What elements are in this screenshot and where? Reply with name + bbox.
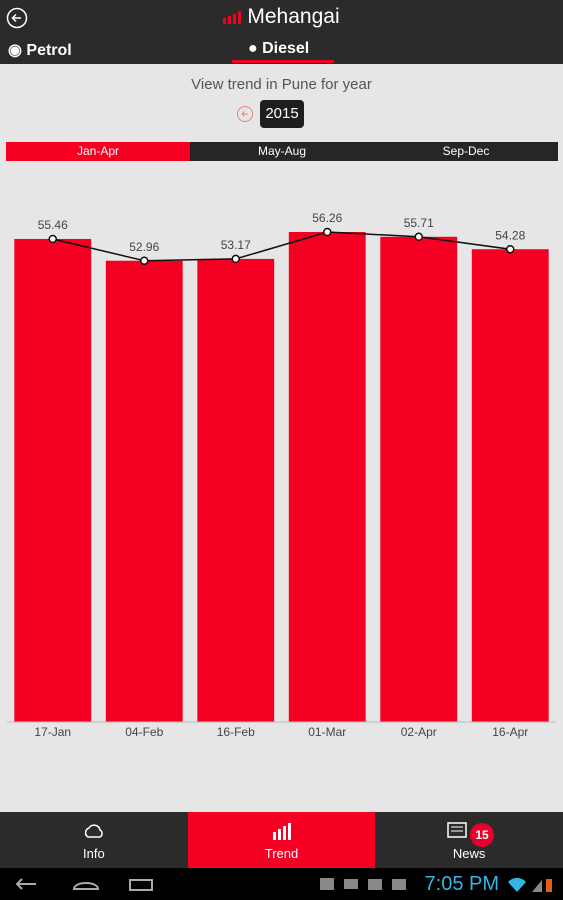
x-tick-label: 01-Mar — [308, 725, 346, 739]
icon — [272, 823, 291, 840]
value-label: 54.28 — [495, 228, 525, 242]
nav-label: News — [452, 846, 486, 861]
year[interactable]: 2015 — [260, 100, 304, 128]
trend-point — [48, 234, 57, 244]
trend-point — [506, 244, 515, 254]
tab-indicator — [232, 60, 334, 63]
title-text: Mehangai — [247, 5, 340, 28]
system-buttons[interactable] — [14, 874, 164, 894]
bar — [197, 258, 275, 722]
trend-point — [414, 232, 423, 242]
bar — [380, 236, 458, 722]
nav-info[interactable]: Info — [0, 812, 188, 868]
status-icons — [320, 878, 406, 890]
bar — [105, 260, 183, 722]
news-badge: 15 — [470, 823, 494, 847]
icon — [447, 822, 468, 838]
bar — [471, 249, 549, 722]
x-tick-label: 02-Apr — [401, 725, 437, 739]
x-tick-label: 16-Feb — [217, 725, 255, 739]
period-tab[interactable]: Jan-Apr — [6, 142, 190, 161]
petrol-tab[interactable]: ◉ Petrol — [8, 42, 72, 59]
prev-year[interactable] — [236, 105, 254, 123]
trend-point — [140, 256, 149, 265]
signal-battery — [508, 877, 552, 892]
value-label: 56.26 — [312, 211, 342, 225]
x-tick-label: 17-Jan — [34, 725, 71, 739]
nav-label: Trend — [264, 846, 299, 861]
trend-point — [323, 227, 332, 237]
nav-label: Info — [82, 846, 105, 861]
logo — [223, 11, 242, 24]
chart: 17-Jan 04-Feb 16-Feb 01-Mar 02-Apr 16-Apr 55.4… — [7, 211, 556, 739]
value-label: 55.46 — [38, 218, 68, 232]
diesel-tab[interactable]: ● Diesel — [248, 40, 310, 57]
x-tick-label: 16-Apr — [492, 725, 528, 739]
back-button[interactable] — [6, 7, 28, 29]
bar — [14, 238, 92, 722]
tab-label: Petrol — [26, 42, 72, 59]
system-bar — [0, 868, 563, 900]
trend-line — [52, 231, 511, 262]
value-label: 53.17 — [221, 238, 251, 252]
nav-news[interactable]: News — [375, 812, 563, 868]
bar — [288, 231, 366, 723]
app-bar: Mehangai ◉ Petrol ● Diesel — [0, 0, 563, 64]
clock: 7:05 PM — [424, 873, 499, 895]
x-tick-label: 04-Feb — [125, 725, 163, 739]
nav-trend[interactable]: Trend — [187, 812, 376, 868]
tab-label: Diesel — [262, 40, 310, 57]
app-title: Mehangai — [0, 5, 563, 29]
bottom-nav: Info Trend News — [0, 812, 563, 868]
prompt: View trend in Pune for year — [191, 76, 372, 93]
trend-point — [231, 254, 240, 264]
icon — [84, 824, 103, 838]
period-tabs: Jan-Apr May-Aug Sep-Dec — [6, 142, 558, 161]
value-label: 52.96 — [129, 240, 159, 254]
period-tab[interactable]: Sep-Dec — [442, 144, 490, 158]
period-tab[interactable]: May-Aug — [257, 144, 307, 158]
value-label: 55.71 — [404, 216, 434, 230]
